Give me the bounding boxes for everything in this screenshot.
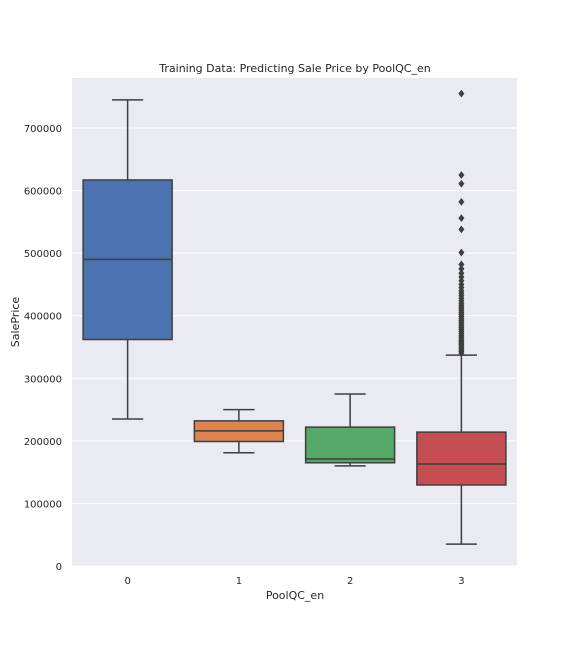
chart-title: Training Data: Predicting Sale Price by … [158, 62, 430, 75]
x-axis-label: PoolQC_en [266, 589, 324, 602]
y-tick-label: 100000 [24, 499, 62, 510]
y-axis-ticks: 0 100000 200000 300000 400000 500000 600000 700… [24, 124, 62, 573]
x-tick-label: 2 [347, 576, 353, 587]
outlier-point [458, 269, 465, 278]
outlier-point [458, 89, 465, 98]
x-axis-ticks: 0 1 2 3 [124, 576, 464, 587]
box-group-3 [416, 89, 507, 545]
y-tick-label: 700000 [24, 124, 62, 135]
box-group-0 [82, 99, 173, 420]
y-axis-label: SalePrice [9, 297, 22, 348]
outlier-point [458, 225, 465, 234]
y-tick-label: 200000 [24, 437, 62, 448]
y-tick-label: 0 [56, 562, 62, 573]
box-iqr [416, 431, 507, 486]
outlier-point [458, 260, 465, 269]
boxes-layer [82, 89, 507, 545]
y-tick-label: 300000 [24, 374, 62, 385]
outlier-point [458, 248, 465, 257]
x-tick-label: 1 [236, 576, 242, 587]
outlier-point [458, 214, 465, 223]
box-group-1 [193, 408, 285, 454]
box-iqr [304, 426, 396, 464]
y-tick-label: 600000 [24, 187, 62, 198]
outlier-point [458, 197, 465, 206]
outlier-point [458, 264, 465, 273]
box-group-2 [304, 393, 396, 467]
gridlines [72, 127, 517, 567]
y-tick-label: 500000 [24, 249, 62, 260]
x-tick-label: 3 [458, 576, 464, 587]
y-tick-label: 400000 [24, 312, 62, 323]
x-tick-label: 0 [124, 576, 130, 587]
outlier-point [458, 171, 465, 179]
outlier-point [458, 179, 465, 188]
